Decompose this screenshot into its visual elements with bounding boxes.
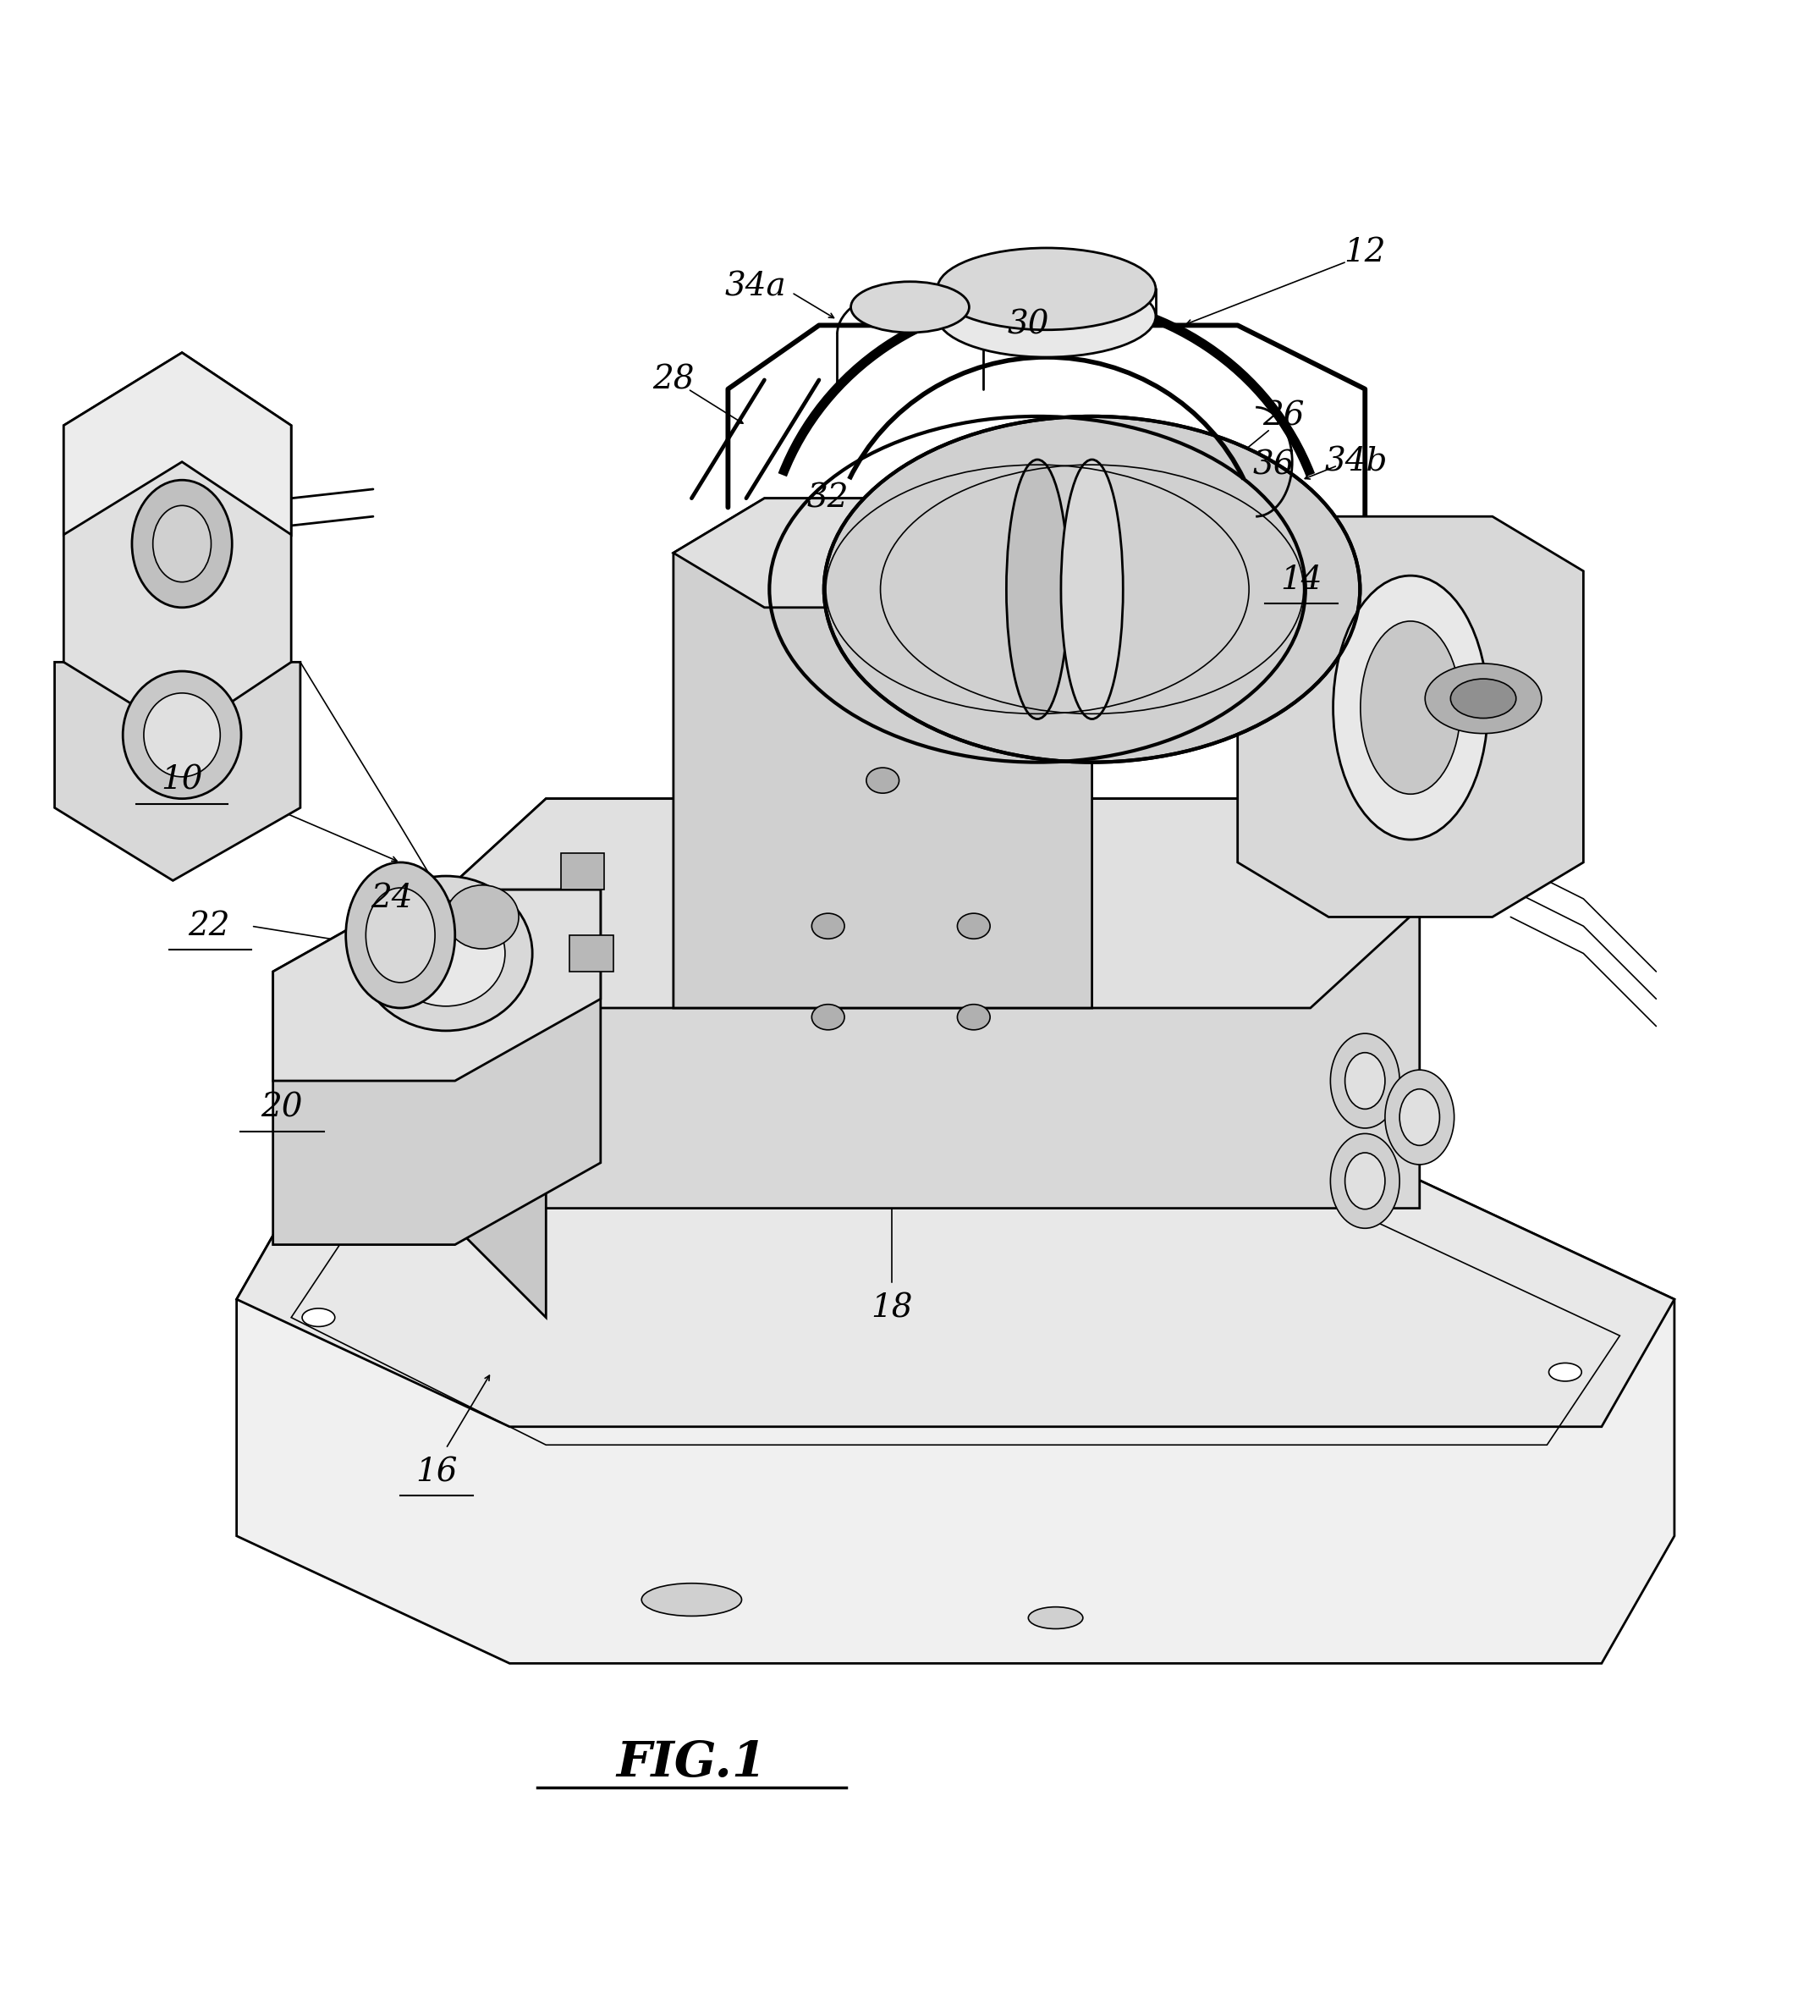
Ellipse shape [937, 248, 1156, 331]
Ellipse shape [1345, 1052, 1385, 1109]
Ellipse shape [957, 913, 990, 939]
Ellipse shape [302, 1308, 335, 1327]
Text: 18: 18 [870, 1292, 914, 1325]
Ellipse shape [1549, 1363, 1582, 1381]
Ellipse shape [346, 863, 455, 1008]
Text: 36: 36 [1252, 450, 1296, 482]
Ellipse shape [1332, 577, 1489, 839]
Text: 28: 28 [652, 365, 695, 395]
Ellipse shape [366, 887, 435, 982]
Ellipse shape [1330, 1034, 1400, 1129]
Polygon shape [437, 899, 546, 1318]
Text: 30: 30 [1006, 310, 1050, 341]
Text: 34a: 34a [724, 272, 786, 302]
Ellipse shape [359, 877, 531, 1030]
Polygon shape [437, 798, 1420, 1008]
Text: FIG.1: FIG.1 [617, 1740, 766, 1788]
Ellipse shape [641, 1583, 743, 1617]
Text: 22: 22 [187, 911, 231, 941]
Polygon shape [1238, 516, 1583, 917]
Polygon shape [64, 353, 291, 736]
Ellipse shape [1340, 1189, 1372, 1208]
Ellipse shape [812, 1004, 844, 1030]
Text: 12: 12 [1343, 236, 1387, 268]
Polygon shape [273, 889, 601, 1081]
Text: 26: 26 [1261, 401, 1305, 431]
Ellipse shape [1345, 1153, 1385, 1210]
Ellipse shape [1028, 1607, 1083, 1629]
Ellipse shape [1361, 621, 1460, 794]
Ellipse shape [153, 506, 211, 583]
Polygon shape [237, 1171, 1674, 1663]
Ellipse shape [812, 913, 844, 939]
Ellipse shape [824, 417, 1360, 762]
Ellipse shape [957, 1004, 990, 1030]
Ellipse shape [937, 276, 1156, 357]
Ellipse shape [446, 885, 519, 950]
Ellipse shape [124, 671, 240, 798]
Polygon shape [237, 1171, 1674, 1427]
Ellipse shape [1400, 1089, 1440, 1145]
Ellipse shape [1330, 1133, 1400, 1228]
Polygon shape [437, 798, 1420, 1208]
Ellipse shape [133, 480, 233, 607]
Text: 16: 16 [415, 1458, 459, 1488]
Text: 32: 32 [806, 482, 850, 514]
Ellipse shape [1425, 663, 1542, 734]
Text: 10: 10 [160, 764, 204, 796]
Ellipse shape [339, 1200, 371, 1218]
Bar [561, 853, 604, 889]
Ellipse shape [144, 694, 220, 776]
Ellipse shape [1061, 460, 1123, 720]
Polygon shape [273, 889, 601, 1244]
Ellipse shape [866, 768, 899, 792]
Ellipse shape [1385, 1070, 1454, 1165]
Ellipse shape [850, 282, 970, 333]
Polygon shape [64, 353, 291, 534]
Ellipse shape [386, 901, 506, 1006]
Text: 20: 20 [260, 1093, 304, 1123]
Polygon shape [673, 498, 1092, 1008]
Bar [570, 935, 613, 972]
Polygon shape [673, 498, 1092, 607]
Ellipse shape [1006, 460, 1068, 720]
Text: 34b: 34b [1325, 446, 1387, 478]
Ellipse shape [1451, 679, 1516, 718]
Text: 24: 24 [369, 883, 413, 915]
Text: 14: 14 [1279, 564, 1323, 597]
Polygon shape [55, 661, 300, 881]
